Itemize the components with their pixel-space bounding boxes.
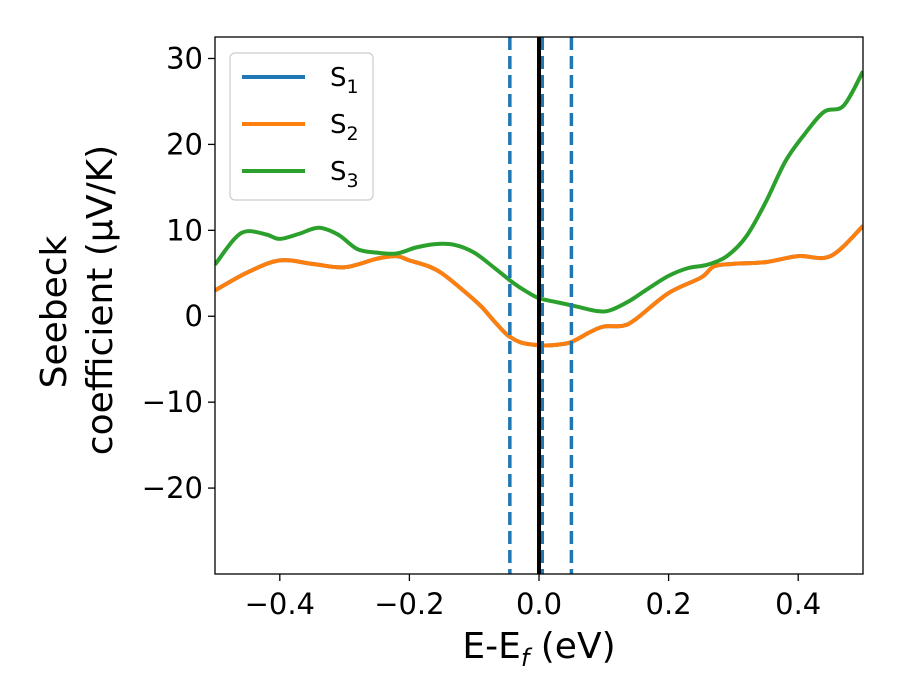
- legend-label-sub: 3: [347, 170, 359, 192]
- x-tick-label: −0.2: [374, 587, 444, 621]
- legend-label-sub: 2: [347, 123, 359, 145]
- x-axis-label: E-Ef (eV): [462, 626, 615, 672]
- legend-label-s1: S1: [330, 63, 359, 98]
- reference-lines: [508, 37, 574, 574]
- y-axis-ticks: −20 −10 0 10 20 30: [142, 41, 215, 505]
- x-axis-ticks: −0.4 −0.2 0.0 0.2 0.4: [245, 574, 821, 621]
- legend-label-sub: 1: [347, 76, 359, 98]
- legend-label-main: S: [330, 157, 347, 187]
- legend-label-s3: S3: [330, 157, 359, 192]
- x-tick-label: 0.4: [775, 587, 821, 621]
- y-tick-label: −20: [142, 471, 203, 505]
- y-tick-label: 20: [166, 127, 203, 161]
- x-tick-label: 0.0: [516, 587, 562, 621]
- y-tick-label: −10: [142, 385, 203, 419]
- y-axis-label-line2: coefficient (μV/K): [80, 145, 121, 455]
- legend-label-s2: S2: [330, 110, 359, 145]
- x-tick-label: 0.2: [646, 587, 692, 621]
- y-tick-label: 10: [166, 213, 203, 247]
- legend-label-main: S: [330, 110, 347, 140]
- y-tick-label: 0: [185, 299, 203, 333]
- x-tick-label: −0.4: [245, 587, 315, 621]
- x-axis-label-main: E-E: [462, 626, 520, 667]
- legend-box: [229, 52, 374, 201]
- legend-label-main: S: [330, 63, 347, 93]
- y-tick-label: 30: [166, 41, 203, 75]
- series-lines: [215, 70, 863, 348]
- y-axis-label-line1: Seebeck: [34, 235, 75, 388]
- series-line-s3: [215, 70, 863, 314]
- x-axis-label-unit: (eV): [529, 626, 615, 667]
- series-line-s2: [215, 224, 863, 348]
